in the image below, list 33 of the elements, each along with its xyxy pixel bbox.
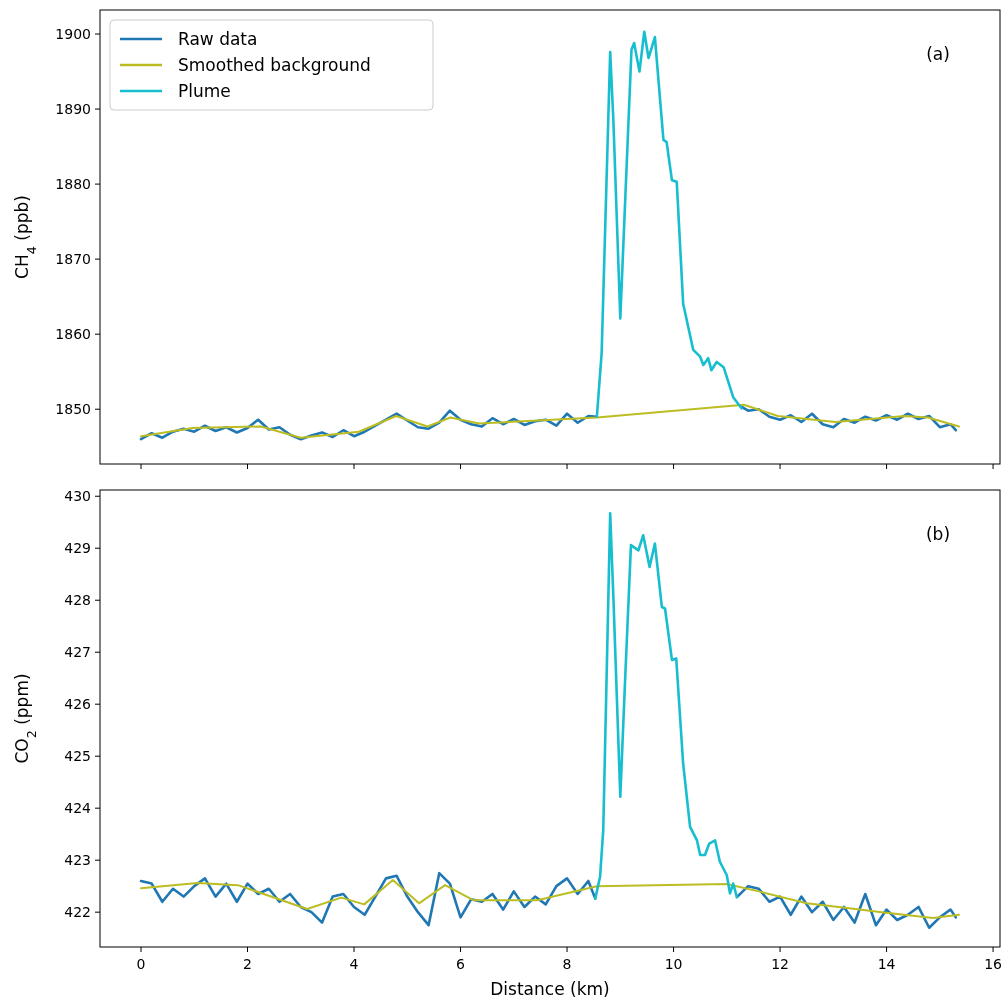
x-tick-label: 2: [243, 956, 252, 972]
legend-label: Plume: [178, 81, 231, 101]
y-tick-label: 1870: [55, 251, 91, 268]
y-tick-label: 427: [64, 644, 91, 661]
y-tick-label: 1880: [55, 176, 91, 193]
line-series: [595, 30, 744, 419]
y-tick-label: 422: [64, 904, 91, 921]
y-tick-label: 424: [64, 800, 92, 817]
y-tick-label: 1890: [55, 101, 91, 118]
x-tick-label: 4: [349, 956, 359, 972]
x-tick-label: 8: [562, 956, 572, 972]
line-series: [140, 878, 960, 919]
y-tick-label: 1900: [55, 26, 91, 43]
legend-label: Raw data: [178, 29, 258, 49]
y-tick-label: 425: [64, 748, 91, 765]
x-tick-label: 14: [877, 956, 896, 972]
y-tick-label: 423: [64, 852, 91, 869]
x-tick-label: 16: [984, 956, 1003, 972]
x-tick-label: 0: [136, 956, 146, 972]
x-tick-label: 12: [771, 956, 789, 972]
x-tick-label: 6: [456, 956, 466, 972]
y-tick-label: 1850: [55, 401, 91, 418]
y-tick-label: 1860: [55, 326, 91, 343]
legend-label: Smoothed background: [178, 55, 371, 75]
x-tick-label: 10: [664, 956, 683, 972]
y-tick-label: 429: [64, 540, 91, 557]
annotation: (b): [925, 524, 951, 544]
line-series: [593, 512, 739, 900]
annotation: (a): [926, 44, 950, 64]
y-tick-label: 430: [64, 488, 91, 505]
y-tick-label: 428: [64, 592, 91, 609]
y-tick-label: 426: [64, 696, 92, 713]
x-axis-title: Distance (km): [490, 979, 610, 999]
